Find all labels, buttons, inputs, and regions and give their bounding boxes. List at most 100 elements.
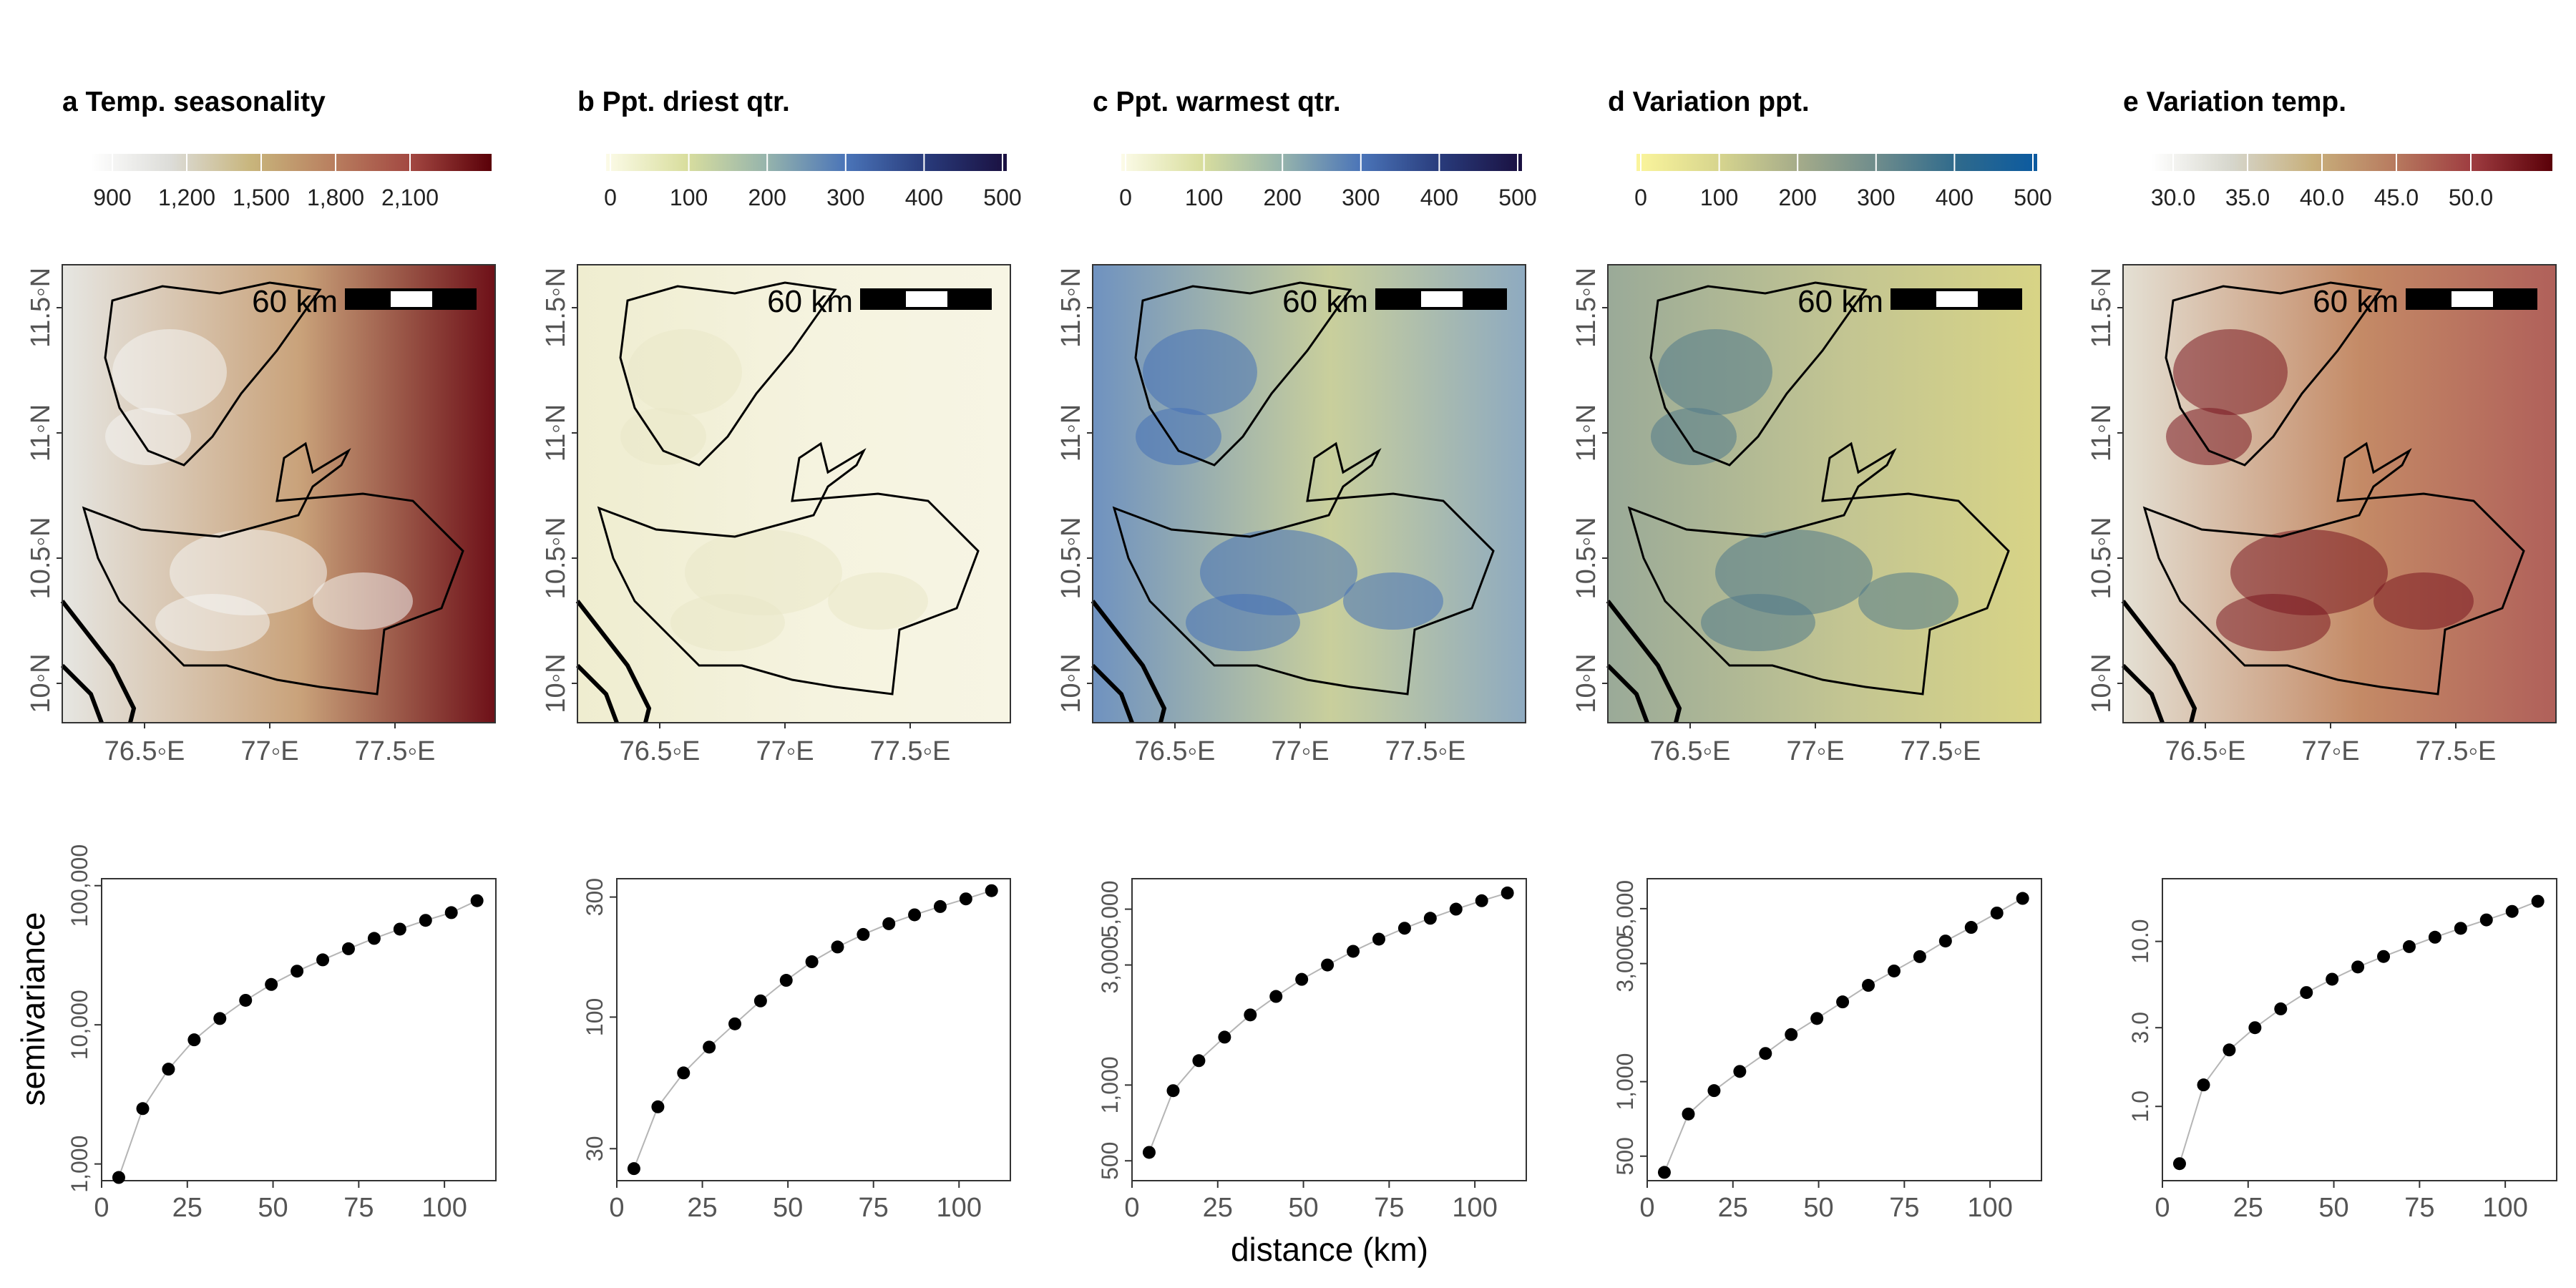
x-tick-label: 100 [421,1193,467,1223]
panel-title: e Variation temp. [2123,87,2346,117]
map: 60 km [2121,264,2557,724]
colorbar-tick-label: 400 [1936,185,1974,210]
data-point [1887,964,1901,977]
data-point [779,974,793,987]
x-tick-label: 75 [1374,1193,1404,1223]
data-point [1785,1028,1798,1041]
data-point [908,908,922,922]
colorbar-tick-label: 400 [905,185,943,210]
x-axis-label: distance (km) [1231,1231,1428,1268]
region-outline-south [82,441,464,696]
data-point [1501,886,1514,899]
panel-c: c Ppt. warmest qtr. 0 100 200 300 400 500 60 km… [1056,87,1537,766]
x-tick-label: 100 [2482,1193,2527,1223]
y-tick-label: 5,000 [1097,881,1123,938]
lat-tick-label: 11◦N [541,404,571,462]
data-point [1682,1107,1695,1121]
x-tick-label: 75 [859,1193,889,1223]
data-point [1733,1065,1747,1078]
y-tick-label: 1,000 [67,1136,92,1193]
coastline [575,600,652,724]
plot-frame [1646,878,2042,1181]
colorbar-tick-label: 200 [748,185,786,210]
lon-tick-label: 77◦E [2301,736,2359,766]
data-point [2428,930,2441,944]
data-point [1372,932,1385,946]
lon-tick-label: 76.5◦E [2165,736,2246,766]
lon-tick-label: 76.5◦E [1135,736,1216,766]
region-outline-north [1134,281,1352,467]
x-tick-label: 0 [1124,1193,1139,1223]
data-point [419,914,432,927]
panel-d: d Variation ppt. 0 100 200 300 400 500 60 km 11.… [1571,87,2052,766]
data-point [2479,913,2493,927]
data-point [341,942,355,955]
data-point [1142,1146,1156,1159]
data-point [1657,1166,1671,1179]
colorbar [606,154,1007,171]
lat-tick-label: 10.5◦N [2087,517,2117,600]
lon-tick-label: 77◦E [756,736,814,766]
lat-tick-label: 11.5◦N [1056,268,1086,348]
x-tick-label: 75 [1889,1193,1919,1223]
lat-tick-label: 11◦N [1056,404,1086,462]
y-tick-label: 10,000 [67,990,92,1060]
scale-bar-label: 60 km [1282,284,1368,319]
lat-tick-label: 10◦N [1056,653,1086,713]
series-line [118,899,478,1178]
data-point [2016,892,2029,905]
region-outline-south [2142,441,2525,696]
coastline [2121,600,2197,724]
lat-tick-label: 11◦N [26,404,56,462]
colorbar [1636,154,2037,171]
data-point [239,993,253,1007]
lon-tick-label: 77◦E [1786,736,1844,766]
semivariogram-e: 0 25 50 75 100 1.0 3.0 10.0 [2127,878,2557,1223]
coastline [60,600,137,724]
data-point [753,994,767,1008]
data-point [2402,940,2416,953]
colorbar-tick-label: 500 [983,185,1021,210]
lat-tick-label: 11.5◦N [541,268,571,348]
panel-title: c Ppt. warmest qtr. [1093,87,1341,117]
x-tick-label: 0 [609,1193,624,1223]
data-point [728,1017,741,1030]
data-point [1192,1054,1206,1068]
data-point [1244,1008,1257,1022]
lat-tick-label: 10.5◦N [1571,517,1601,600]
y-tick-label: 30 [582,1136,608,1161]
data-point [1990,906,2004,919]
data-point [805,955,819,969]
data-point [1836,995,1850,1009]
y-tick-label: 3,000 [1097,937,1123,994]
scale-bar-label: 60 km [767,284,853,319]
scale-bar-label: 60 km [2313,284,2399,319]
lat-tick-label: 10.5◦N [26,517,56,600]
x-tick-label: 50 [2318,1193,2348,1223]
panel-b: b Ppt. driest qtr. 0 100 200 300 400 500 60 km 1… [541,87,1022,766]
colorbar-tick-label: 100 [670,185,708,210]
colorbar-tick-label: 45.0 [2374,185,2419,210]
lat-tick-label: 11◦N [2087,404,2117,462]
data-point [2300,986,2313,1000]
data-point [1269,990,1283,1003]
x-tick-label: 25 [687,1193,717,1223]
data-point [831,940,844,954]
y-tick-label: 500 [1097,1142,1123,1180]
data-point [1475,894,1488,907]
data-point [2172,1157,2186,1171]
region-outline-north [2165,281,2383,467]
colorbar [91,154,492,171]
semivariogram-a: 0 25 50 75 100 1,000 10,000 100,000 [67,844,497,1223]
colorbar-tick-label: 900 [93,185,131,210]
region-outline-south [1112,441,1495,696]
panel-title: d Variation ppt. [1608,87,1810,117]
lat-tick-label: 11.5◦N [1571,268,1601,348]
x-tick-label: 50 [1803,1193,1833,1223]
data-point [627,1162,640,1176]
lat-tick-label: 11.5◦N [2087,268,2117,348]
scale-bar-label: 60 km [1797,284,1883,319]
y-tick-label: 500 [1612,1137,1638,1175]
data-point [2274,1002,2288,1015]
